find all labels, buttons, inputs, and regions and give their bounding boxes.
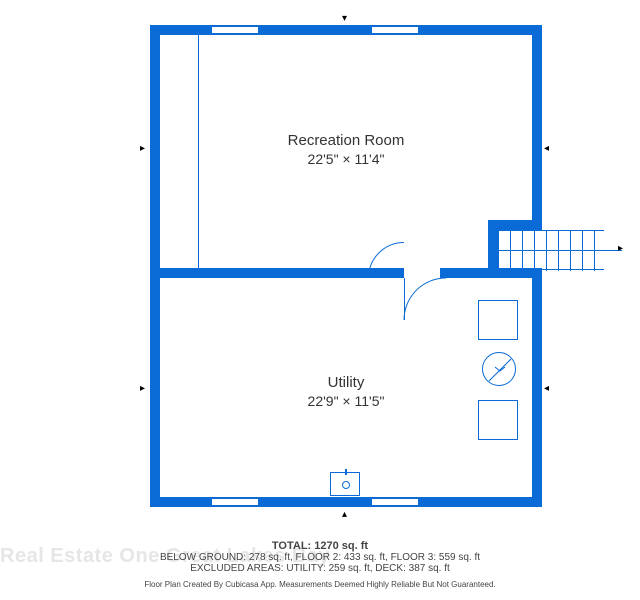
appliance-box-2 [478, 400, 518, 440]
window-top-1 [212, 26, 258, 34]
floor-plan-canvas: Recreation Room 22'5" × 11'4" Utility 22… [0, 0, 640, 600]
wall-right-lower [532, 270, 542, 507]
footer-line2: EXCLUDED AREAS: UTILITY: 259 sq. ft, DEC… [0, 563, 640, 574]
utility-sink [330, 472, 360, 496]
utility-room-dims: 22'9" × 11'5" [256, 393, 436, 411]
window-top-2 [372, 26, 418, 34]
stair-arrow: ▸ [618, 244, 623, 254]
appliance-box-1 [478, 300, 518, 340]
footer-credit: Floor Plan Created By Cubicasa App. Meas… [0, 580, 640, 589]
recreation-room-name: Recreation Room [256, 132, 436, 151]
dim-arrow: ◂ [544, 144, 549, 154]
recreation-room-label: Recreation Room 22'5" × 11'4" [256, 132, 436, 168]
dim-arrow: ▸ [140, 384, 145, 394]
wall-left [150, 25, 160, 507]
door-arc-svg [404, 278, 446, 320]
window-bottom-1 [212, 498, 258, 506]
wall-top [150, 25, 542, 35]
dim-arrow: ◂ [544, 384, 549, 394]
wall-mid [150, 268, 404, 278]
washer-dryer-icon [482, 352, 516, 386]
footer-line1: BELOW GROUND: 278 sq. ft, FLOOR 2: 433 s… [0, 552, 640, 563]
partition-line [198, 35, 199, 268]
stairs [498, 230, 604, 270]
dim-arrow: ▾ [342, 14, 347, 24]
utility-room-label: Utility 22'9" × 11'5" [256, 374, 436, 410]
footer-total: TOTAL: 1270 sq. ft [0, 540, 640, 552]
window-bottom-2 [372, 498, 418, 506]
wall-right-upper [532, 25, 542, 225]
recreation-room-dims: 22'5" × 11'4" [256, 151, 436, 169]
footer-block: TOTAL: 1270 sq. ft BELOW GROUND: 278 sq.… [0, 540, 640, 589]
utility-room-name: Utility [256, 374, 436, 393]
dim-arrow: ▴ [342, 510, 347, 520]
dim-arrow: ▸ [140, 144, 145, 154]
wall-bottom [150, 497, 542, 507]
